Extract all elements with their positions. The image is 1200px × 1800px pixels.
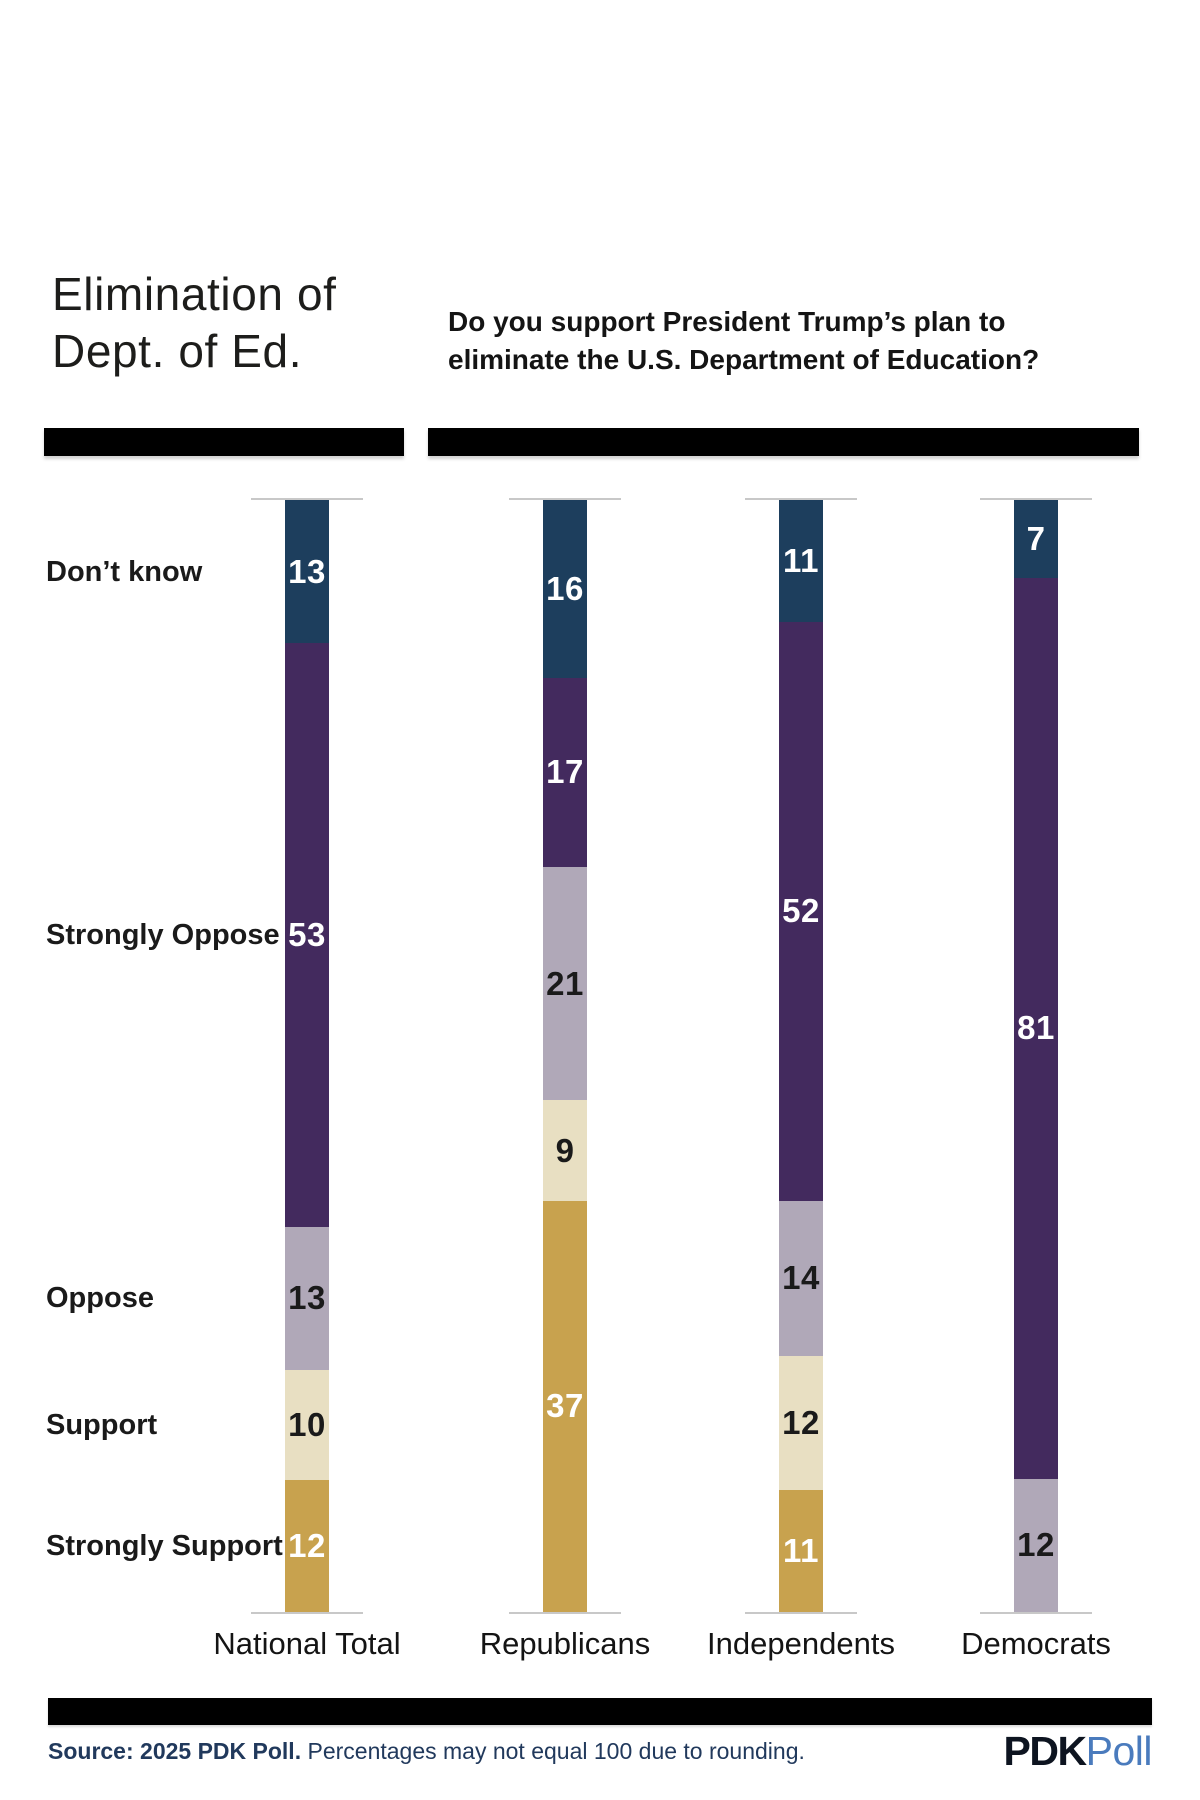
bar-segment: 53 (285, 643, 329, 1227)
footer-divider-bar (48, 1698, 1152, 1725)
value-label: 12 (288, 1526, 326, 1564)
value-label: 81 (1017, 1009, 1055, 1047)
bar-baseline-tick-line (745, 1612, 857, 1614)
column-label: Independents (707, 1626, 895, 1661)
source-text: Percentages may not equal 100 due to rou… (301, 1738, 805, 1764)
column-label: National Total (213, 1626, 401, 1661)
value-label: 53 (288, 915, 326, 953)
column-label: Democrats (961, 1626, 1111, 1661)
bar-segment: 37 (543, 1200, 587, 1612)
value-label: 52 (782, 892, 820, 930)
bar-segment: 14 (779, 1200, 823, 1357)
value-label: 13 (288, 552, 326, 590)
bar-segment: 9 (543, 1100, 587, 1201)
bar-segment: 52 (779, 622, 823, 1201)
pdk-poll-logo: PDKPoll (1003, 1728, 1153, 1774)
column-label: Republicans (479, 1626, 651, 1661)
bar-segment: 13 (285, 500, 329, 644)
bar-segment: 12 (1014, 1478, 1058, 1612)
value-label: 13 (288, 1279, 326, 1317)
bar-segment: 21 (543, 866, 587, 1101)
value-label: 21 (546, 964, 584, 1002)
category-label: Oppose (46, 1282, 154, 1315)
category-label: Strongly Support (46, 1529, 283, 1562)
bar-top-tick-line (509, 498, 621, 500)
source-note: Source: 2025 PDK Poll. Percentages may n… (48, 1736, 805, 1766)
bar-segment: 10 (285, 1369, 329, 1480)
bar-segment: 16 (543, 500, 587, 678)
value-label: 12 (1017, 1526, 1055, 1564)
value-label: 37 (546, 1387, 584, 1425)
bar-segment: 12 (285, 1479, 329, 1612)
bar-top-tick-line (251, 498, 363, 500)
bar-top-tick-line (980, 498, 1092, 500)
bar-top-tick-line (745, 498, 857, 500)
bar-segment: 11 (779, 1489, 823, 1612)
bar-baseline-tick-line (980, 1612, 1092, 1614)
poll-question-line-2: eliminate the U.S. Department of Educati… (448, 344, 1040, 375)
value-label: 10 (288, 1405, 326, 1443)
value-label: 17 (546, 753, 584, 791)
category-label: Support (46, 1408, 158, 1441)
bar-segment: 81 (1014, 577, 1058, 1479)
divider-bar-left (44, 428, 404, 456)
value-label: 16 (546, 569, 584, 607)
divider-bar-right (428, 428, 1139, 456)
value-label: 11 (783, 1531, 819, 1569)
page-title-line-2: Dept. of Ed. (52, 325, 303, 377)
source-label: Source: 2025 PDK Poll. (48, 1738, 302, 1764)
page-title-line-1: Elimination of (52, 268, 337, 320)
value-label: 12 (782, 1403, 820, 1441)
bar-baseline-tick-line (251, 1612, 363, 1614)
bar-segment: 17 (543, 677, 587, 867)
value-label: 7 (1026, 519, 1046, 557)
category-label: Strongly Oppose (46, 918, 280, 951)
value-label: 14 (782, 1259, 820, 1297)
logo-pdk-text: PDK (1003, 1728, 1088, 1774)
poll-question-line-1: Do you support President Trump’s plan to (448, 306, 1006, 337)
bar-segment: 12 (779, 1356, 823, 1490)
value-label: 11 (783, 542, 819, 580)
poll-question: Do you support President Trump’s plan to… (448, 303, 1039, 379)
bar-segment: 13 (285, 1226, 329, 1370)
category-label: Don’t know (46, 555, 203, 588)
value-label: 9 (555, 1131, 575, 1169)
bar-baseline-tick-line (509, 1612, 621, 1614)
bar-segment: 11 (779, 500, 823, 623)
logo-poll-text: Poll (1085, 1728, 1153, 1774)
bar-segment: 7 (1014, 500, 1058, 578)
page-title: Elimination of Dept. of Ed. (52, 266, 337, 380)
